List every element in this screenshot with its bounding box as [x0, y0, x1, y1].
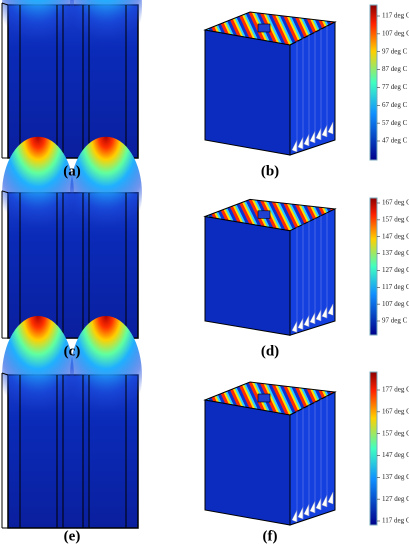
- colorbar-label: 67 deg C: [382, 101, 408, 109]
- colorbar-label: 117 deg C: [382, 283, 409, 291]
- colorbar-label: 147 deg C: [382, 232, 409, 240]
- colorbar: [369, 197, 378, 336]
- colorbar-label: 77 deg C: [382, 83, 408, 91]
- colorbar-label: 157 deg C: [382, 215, 409, 223]
- colorbar-label: 157 deg C: [382, 429, 409, 437]
- colorbar-label: 47 deg C: [382, 137, 408, 145]
- colorbar-label: 97 deg C: [382, 317, 408, 325]
- colorbar-label: 107 deg C: [382, 29, 409, 37]
- colorbar-label: 117 deg C: [382, 12, 409, 20]
- colorbar-label: 127 deg C: [382, 495, 409, 503]
- row-3: [1, 315, 336, 529]
- colorbar-label: 117 deg C: [382, 517, 409, 525]
- panel-label: (f): [263, 528, 278, 544]
- colorbar-label: 127 deg C: [382, 266, 409, 274]
- colorbar-label: 57 deg C: [382, 119, 408, 127]
- colorbar: [369, 371, 378, 526]
- colorbar-label: 137 deg C: [382, 473, 409, 481]
- panel-label: (d): [261, 343, 279, 359]
- model-3d: [204, 198, 336, 336]
- colorbar-label: 87 deg C: [382, 65, 408, 73]
- colorbar-label: 97 deg C: [382, 47, 408, 55]
- colorbar-label: 107 deg C: [382, 300, 409, 308]
- colorbar-label: 167 deg C: [382, 407, 409, 415]
- model-3d: [204, 381, 336, 526]
- colorbar-label: 177 deg C: [382, 386, 409, 394]
- colorbar-label: 137 deg C: [382, 249, 409, 257]
- colorbar-label: 167 deg C: [382, 199, 409, 207]
- cross-section: [1, 0, 143, 159]
- panel-label: (c): [64, 343, 81, 359]
- panel-label: (a): [63, 163, 81, 179]
- model-3d: [204, 11, 336, 156]
- row-1: [1, 0, 336, 159]
- panel-label: (e): [64, 528, 81, 544]
- panel-label: (b): [261, 163, 279, 179]
- colorbar: [369, 4, 378, 161]
- colorbar-label: 147 deg C: [382, 451, 409, 459]
- row-2: [1, 135, 336, 339]
